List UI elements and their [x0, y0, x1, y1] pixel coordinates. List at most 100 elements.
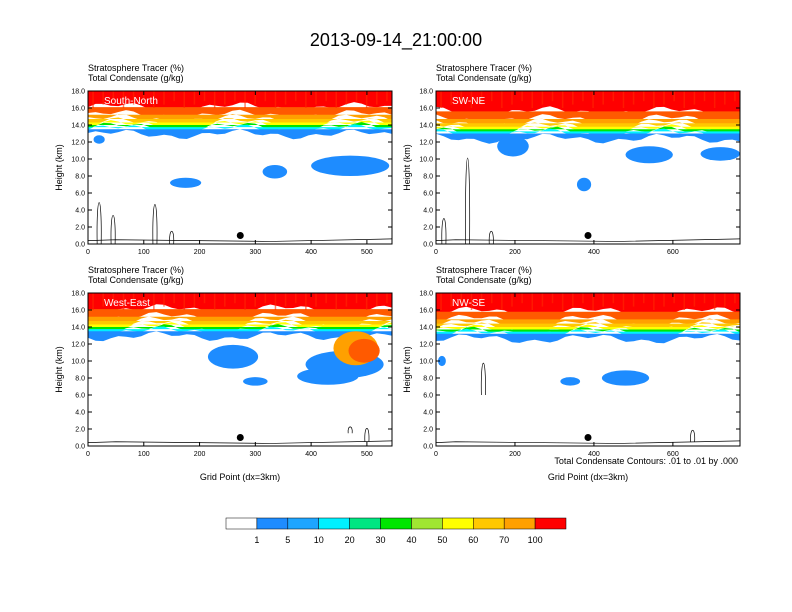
cloud-blob — [700, 147, 740, 161]
panel-label-sn: South-North — [104, 96, 158, 107]
cloud-blob — [560, 377, 581, 386]
y-tick-label: 2.0 — [75, 225, 85, 232]
colorbar-segment — [287, 517, 319, 530]
colorbar-segment — [318, 517, 350, 530]
colorbar-label: 60 — [468, 535, 478, 545]
y-tick-label: 8.0 — [423, 174, 433, 181]
cloud-blob — [169, 177, 202, 188]
cloud-blob — [311, 155, 390, 176]
x-tick-label: 0 — [86, 249, 90, 256]
plot-frame — [435, 90, 741, 245]
tracer-band — [88, 107, 392, 120]
surface-contour — [88, 440, 392, 444]
x-tick-label: 400 — [305, 451, 317, 458]
condensate-contour — [364, 428, 370, 442]
y-tick-label: 18.0 — [71, 291, 85, 298]
x-axis-label: Grid Point (dx=3km) — [200, 472, 280, 482]
tracer-band — [88, 129, 392, 140]
x-tick-label: 500 — [361, 249, 373, 256]
y-tick-label: 12.0 — [71, 342, 85, 349]
y-tick-label: 0.0 — [75, 444, 85, 451]
y-tick-label: 16.0 — [71, 308, 85, 315]
page-title: 2013-09-14_21:00:00 — [309, 30, 483, 50]
condensate-contour — [347, 426, 353, 434]
x-axis-label: Grid Point (dx=3km) — [548, 472, 628, 482]
tracer-intrusion — [348, 338, 380, 363]
y-tick-label: 0.0 — [423, 444, 433, 451]
y-tick-label: 16.0 — [419, 106, 433, 113]
subtitle-tracer: Stratosphere Tracer (%) — [436, 63, 532, 73]
tracer-band — [436, 322, 740, 333]
colorbar-label: 1 — [254, 535, 259, 545]
y-tick-label: 10.0 — [419, 157, 433, 164]
condensate-contour — [441, 218, 447, 244]
tracer-band — [436, 133, 740, 144]
y-tick-label: 4.0 — [423, 208, 433, 215]
x-tick-label: 200 — [194, 249, 206, 256]
y-tick-label: 0.0 — [423, 242, 433, 249]
colorbar-label: 40 — [406, 535, 416, 545]
panel-sn: Stratosphere Tracer (%)Total Condensate … — [54, 63, 393, 256]
condensate-contour — [152, 204, 158, 244]
y-tick-label: 12.0 — [419, 140, 433, 147]
y-axis-label: Height (km) — [402, 144, 412, 191]
colorbar: 1 5 10 20 30 40 50 60 70 100 — [225, 517, 567, 545]
plot-frame — [87, 292, 393, 447]
plot-area — [88, 91, 392, 244]
plot-area — [436, 91, 740, 244]
tracer-band — [88, 331, 392, 342]
x-tick-label: 400 — [305, 249, 317, 256]
y-tick-label: 14.0 — [71, 325, 85, 332]
condensate-contour — [110, 214, 116, 244]
cloud-blob — [437, 355, 446, 367]
colorbar-segment — [380, 517, 412, 530]
tracer-band — [436, 111, 740, 125]
condensate-contour — [480, 362, 486, 396]
subtitle-tracer: Stratosphere Tracer (%) — [88, 63, 184, 73]
tracer-band — [88, 319, 392, 330]
colorbar-label: 5 — [285, 535, 290, 545]
x-tick-label: 100 — [138, 249, 150, 256]
cloud-blob — [576, 177, 592, 192]
y-tick-label: 16.0 — [419, 308, 433, 315]
y-tick-label: 14.0 — [419, 325, 433, 332]
x-tick-label: 400 — [588, 249, 600, 256]
subtitle-tracer: Stratosphere Tracer (%) — [88, 265, 184, 275]
panel-label-we: West-East — [104, 298, 150, 309]
colorbar-label: 100 — [528, 535, 543, 545]
cloud-blob — [601, 370, 650, 386]
colorbar-segment — [256, 517, 289, 530]
colorbar-segment — [225, 517, 258, 530]
y-tick-label: 0.0 — [75, 242, 85, 249]
y-tick-label: 6.0 — [75, 191, 85, 198]
y-tick-label: 10.0 — [71, 157, 85, 164]
colorbar-label: 70 — [499, 535, 509, 545]
colorbar-segment — [442, 517, 474, 530]
cloud-blob — [207, 344, 259, 369]
x-tick-label: 400 — [588, 451, 600, 458]
location-marker — [584, 434, 592, 441]
subtitle-condensate: Total Condensate (g/kg) — [88, 73, 184, 83]
colorbar-label: 50 — [437, 535, 447, 545]
location-marker — [236, 232, 244, 239]
plot-frame — [87, 90, 393, 245]
y-tick-label: 18.0 — [71, 89, 85, 96]
x-tick-label: 200 — [509, 451, 521, 458]
x-tick-label: 500 — [361, 451, 373, 458]
subtitle-condensate: Total Condensate (g/kg) — [436, 73, 532, 83]
cloud-blob — [262, 164, 288, 179]
colorbar-segment — [473, 517, 505, 530]
plot-frame — [435, 292, 741, 447]
panel-label-swne: SW-NE — [452, 96, 485, 107]
colorbar-segment — [503, 517, 536, 530]
location-marker — [236, 434, 244, 441]
y-tick-label: 10.0 — [419, 359, 433, 366]
y-axis-label: Height (km) — [54, 144, 64, 191]
y-tick-label: 8.0 — [75, 174, 85, 181]
tracer-band — [436, 333, 740, 344]
colorbar-label: 20 — [345, 535, 355, 545]
y-tick-label: 12.0 — [419, 342, 433, 349]
y-tick-label: 6.0 — [423, 191, 433, 198]
x-tick-label: 100 — [138, 451, 150, 458]
